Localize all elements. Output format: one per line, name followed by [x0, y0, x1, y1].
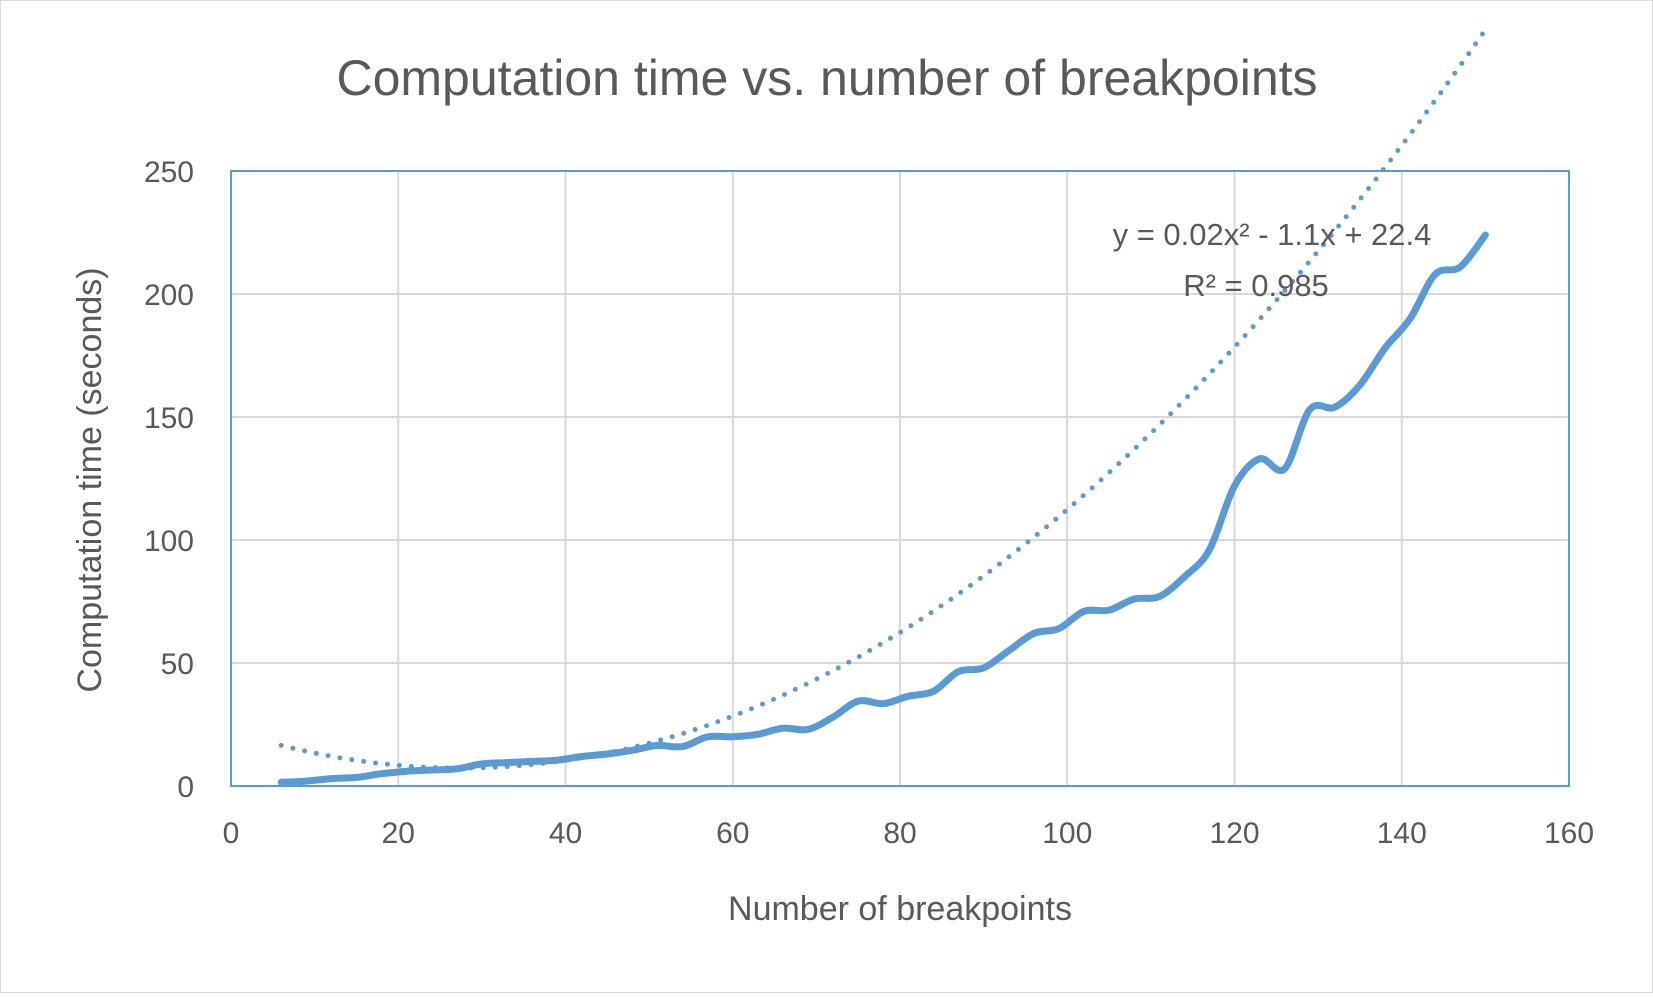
y-tick-label: 150 [144, 402, 194, 435]
x-tick-labels: 0 20 40 60 80 100 120 140 160 [223, 817, 1594, 850]
x-tick-label: 60 [716, 817, 749, 850]
x-axis-title: Number of breakpoints [728, 890, 1072, 928]
chart-title: Computation time vs. number of breakpoin… [336, 50, 1317, 106]
trendline-layer [278, 27, 1488, 771]
trendline-equation: y = 0.02x² - 1.1x + 22.4 [1113, 217, 1432, 252]
y-tick-labels: 0 50 100 150 200 250 [144, 156, 194, 804]
x-tick-label: 80 [883, 817, 916, 850]
x-tick-label: 160 [1544, 817, 1594, 850]
y-tick-label: 250 [144, 156, 194, 189]
x-tick-label: 140 [1377, 817, 1427, 850]
trendline [278, 27, 1488, 771]
x-tick-label: 100 [1042, 817, 1092, 850]
y-tick-label: 100 [144, 525, 194, 558]
x-tick-label: 40 [549, 817, 582, 850]
series-layer [277, 231, 1489, 786]
x-tick-label: 120 [1209, 817, 1259, 850]
data-series-line [277, 231, 1489, 786]
y-tick-label: 200 [144, 279, 194, 312]
x-tick-label: 0 [223, 817, 240, 850]
trendline-r-squared: R² = 0.985 [1183, 268, 1329, 303]
x-tick-label: 20 [382, 817, 415, 850]
grid-lines [231, 171, 1569, 786]
y-axis-title: Computation time (seconds) [71, 267, 109, 692]
y-tick-label: 50 [161, 648, 194, 681]
plot-area-border [230, 170, 1570, 787]
y-tick-label: 0 [177, 771, 194, 804]
